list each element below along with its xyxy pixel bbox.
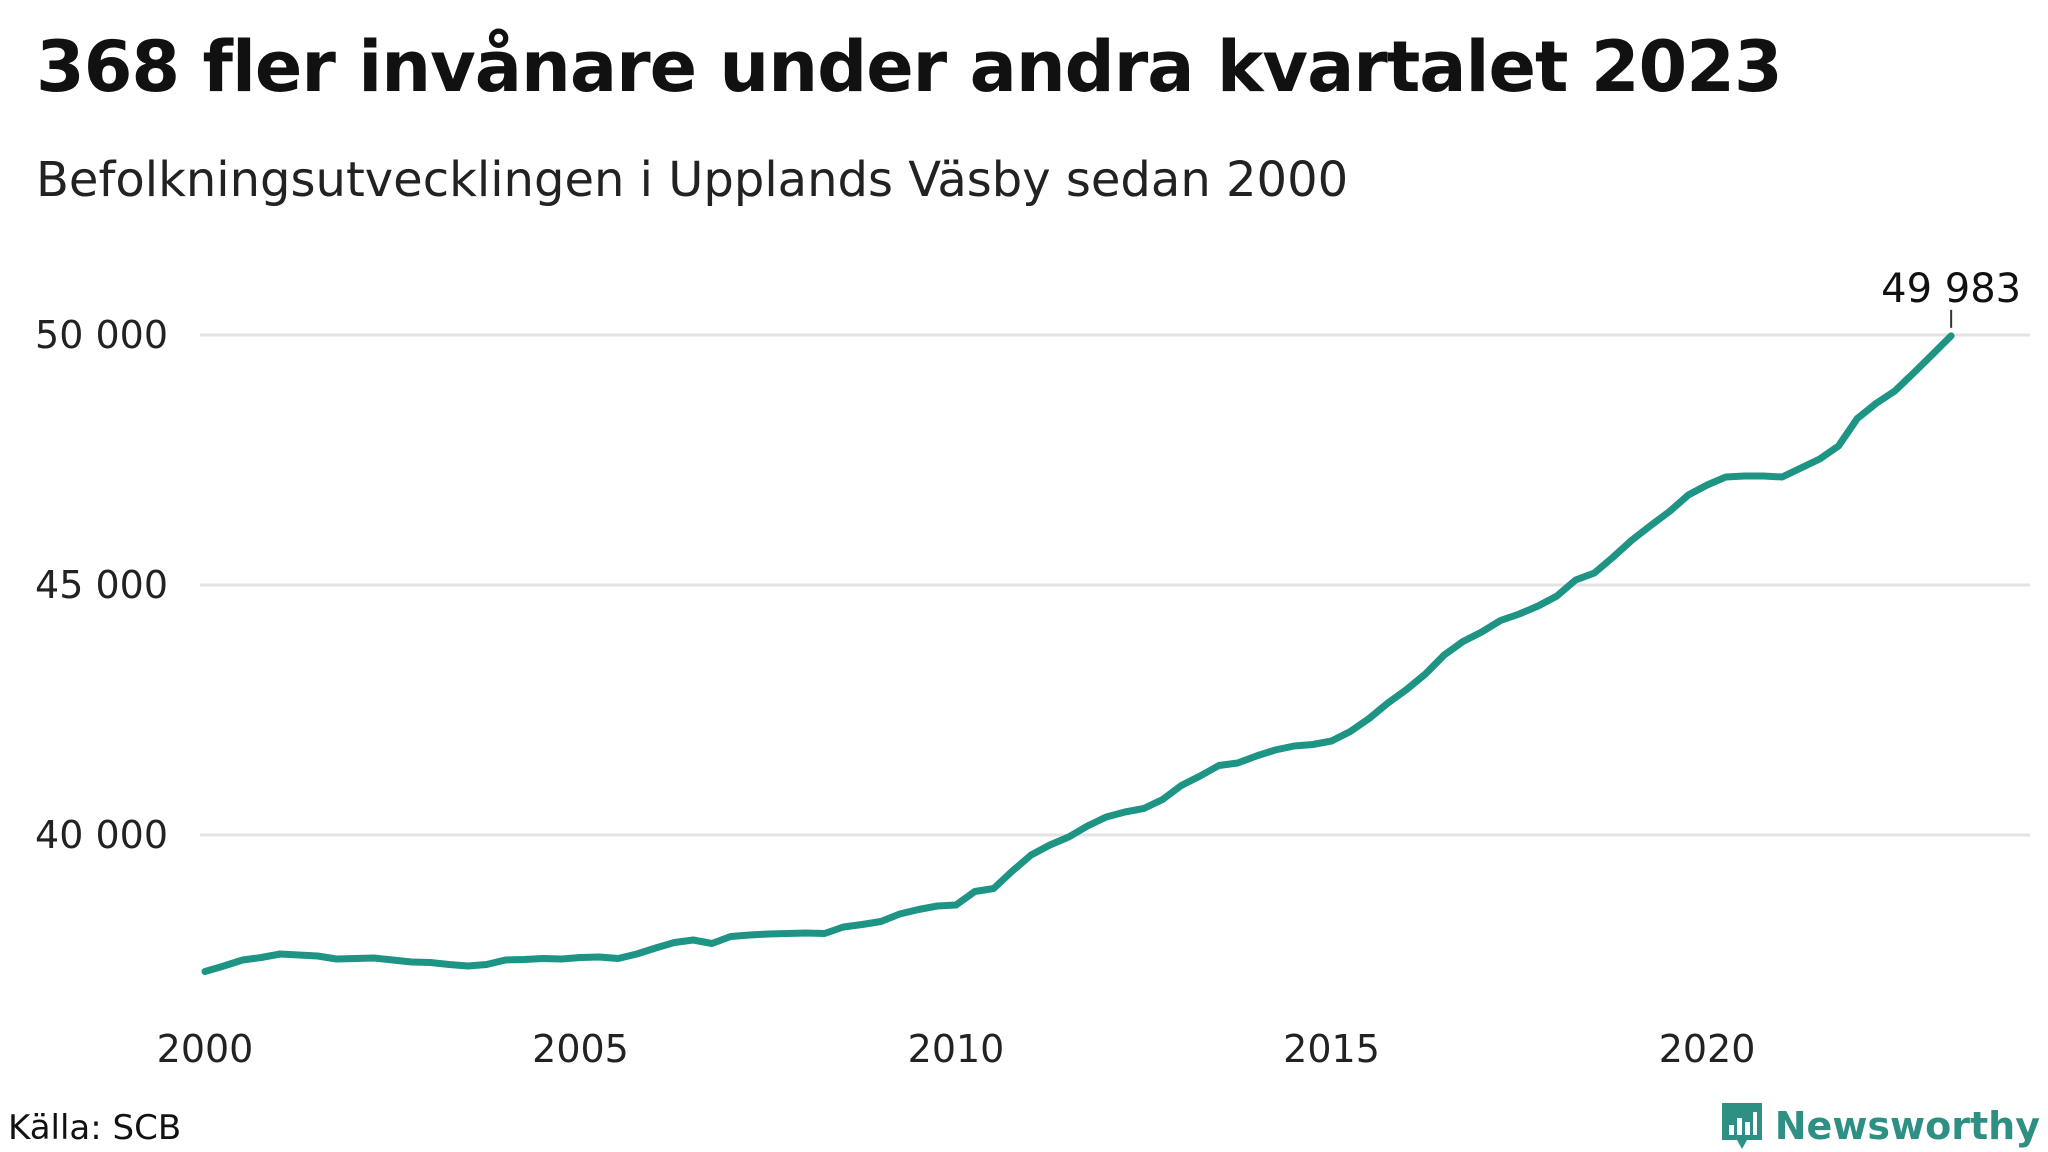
- x-tick-label: 2020: [1659, 1027, 1756, 1071]
- brand: Newsworthy: [1719, 1100, 2040, 1152]
- y-tick-label: 40 000: [35, 813, 168, 857]
- x-tick-label: 2010: [908, 1027, 1005, 1071]
- y-axis-tick-labels: 40 000 45 000 50 000: [35, 313, 168, 857]
- newsworthy-logo-icon: [1721, 1103, 1762, 1149]
- x-tick-label: 2000: [157, 1027, 254, 1071]
- end-value-label: 49 983: [1881, 266, 2021, 312]
- y-tick-label: 45 000: [35, 563, 168, 607]
- brand-name: Newsworthy: [1774, 1104, 2040, 1148]
- population-line: [201, 332, 1955, 975]
- x-axis-tick-labels: 2000 2005 2010 2015 2020: [157, 1027, 1756, 1071]
- x-tick-label: 2015: [1283, 1027, 1380, 1071]
- chart-subtitle: Befolkningsutvecklingen i Upplands Väsby…: [36, 152, 1349, 208]
- x-tick-label: 2005: [532, 1027, 629, 1071]
- y-tick-label: 50 000: [35, 313, 168, 357]
- grid-lines: [200, 333, 2030, 837]
- source-note: Källa: SCB: [8, 1108, 182, 1148]
- chart-title: 368 fler invånare under andra kvartalet …: [36, 26, 1783, 108]
